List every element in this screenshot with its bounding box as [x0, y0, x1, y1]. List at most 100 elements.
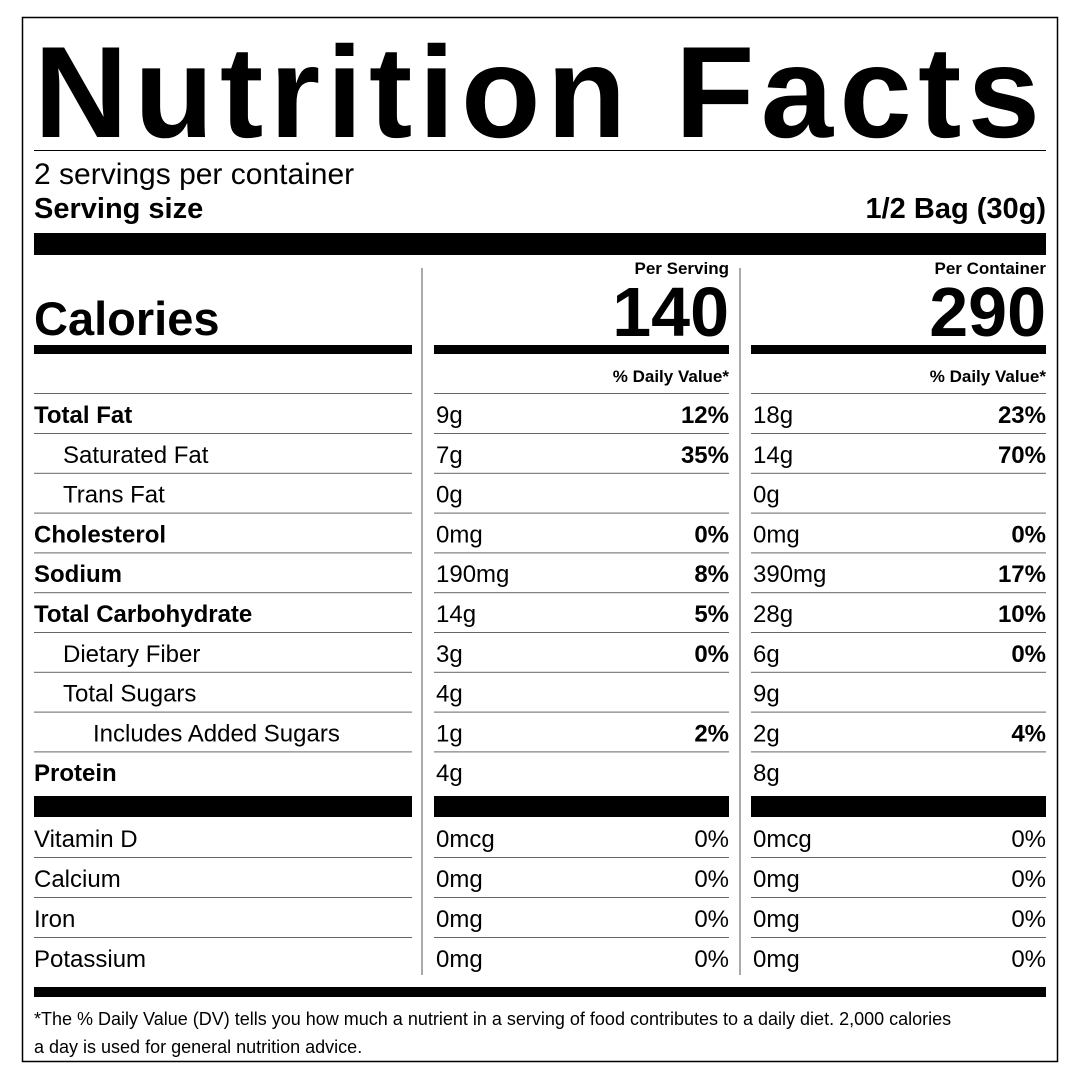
row-rule — [434, 671, 729, 673]
nutrient-amount: 9g — [753, 681, 780, 708]
nutrient-name: Dietary Fiber — [63, 641, 200, 668]
row-rule — [751, 552, 1046, 554]
vitamin-amount: 0mcg — [753, 826, 812, 853]
dv-heading: % Daily Value* — [613, 367, 730, 386]
thick-bar — [434, 796, 729, 817]
vitamin-amount: 0mg — [436, 906, 483, 933]
vitamin-name: Iron — [34, 906, 75, 933]
nutrient-name: Includes Added Sugars — [93, 720, 340, 747]
nutrient-amount: 2g — [753, 720, 780, 747]
nutrient-amount: 3g — [436, 641, 463, 668]
calories-bar — [751, 345, 1046, 354]
servings: 2 servings per container — [34, 158, 354, 191]
thick-bar — [751, 796, 1046, 817]
row-rule — [434, 552, 729, 554]
vitamin-amount: 0mg — [753, 866, 800, 893]
label-border — [21, 16, 1059, 1063]
nutrient-name: Cholesterol — [34, 521, 166, 548]
nutrient-amount: 390mg — [753, 561, 826, 588]
nutrient-name: Trans Fat — [63, 482, 165, 509]
row-rule — [34, 592, 412, 594]
row-rule — [34, 472, 412, 474]
vitamin-name: Vitamin D — [34, 826, 138, 853]
nutrient-amount: 6g — [753, 641, 780, 668]
nutrient-dv: 23% — [998, 402, 1046, 429]
vitamin-amount: 0mg — [436, 946, 483, 973]
row-rule — [434, 512, 729, 514]
nutrient-amount: 4g — [436, 681, 463, 708]
row-rule — [434, 897, 729, 898]
row-rule — [34, 393, 412, 394]
row-rule — [751, 393, 1046, 394]
footnote: *The % Daily Value (DV) tells you how mu… — [34, 1009, 951, 1029]
nutrient-amount: 18g — [753, 402, 793, 429]
nutrient-name: Saturated Fat — [63, 442, 209, 469]
row-rule — [751, 751, 1046, 753]
column-heading: Per Serving — [635, 259, 730, 278]
nutrient-dv: 35% — [681, 442, 729, 469]
vitamin-amount: 0mcg — [436, 826, 495, 853]
row-rule — [751, 472, 1046, 474]
nutrient-amount: 4g — [436, 760, 463, 787]
nutrient-dv: 0% — [694, 521, 729, 548]
column-heading: Per Container — [935, 259, 1047, 278]
nutrient-amount: 8g — [753, 760, 780, 787]
row-rule — [34, 857, 412, 858]
row-rule — [34, 671, 412, 673]
nutrient-name: Protein — [34, 760, 117, 787]
nutrient-dv: 2% — [694, 720, 729, 747]
vitamin-name: Calcium — [34, 866, 121, 893]
nutrient-amount: 0g — [753, 482, 780, 509]
column-divider — [739, 268, 741, 975]
row-rule — [751, 711, 1046, 713]
column-divider — [421, 268, 423, 975]
row-rule — [751, 433, 1046, 434]
thick-bar — [34, 796, 412, 817]
nutrient-amount: 7g — [436, 442, 463, 469]
vitamin-dv: 0% — [694, 906, 729, 933]
nutrient-amount: 14g — [753, 442, 793, 469]
nutrient-dv: 17% — [998, 561, 1046, 588]
nutrient-name: Total Fat — [34, 402, 132, 429]
serving-size-label: Serving size — [34, 193, 203, 225]
vitamin-dv: 0% — [1011, 906, 1046, 933]
row-rule — [751, 671, 1046, 673]
vitamin-dv: 0% — [1011, 826, 1046, 853]
thick-bar — [34, 987, 1046, 997]
row-rule — [34, 897, 412, 898]
row-rule — [434, 632, 729, 633]
nutrient-amount: 9g — [436, 402, 463, 429]
row-rule — [434, 393, 729, 394]
footnote: a day is used for general nutrition advi… — [34, 1037, 362, 1057]
row-rule — [751, 512, 1046, 514]
nutrient-amount: 1g — [436, 720, 463, 747]
row-rule — [751, 857, 1046, 858]
row-rule — [751, 592, 1046, 594]
nutrient-amount: 0mg — [436, 521, 483, 548]
nutrient-amount: 0mg — [753, 521, 800, 548]
nutrient-amount: 190mg — [436, 561, 509, 588]
row-rule — [34, 512, 412, 514]
nutrient-name: Total Sugars — [63, 681, 196, 708]
nutrient-amount: 28g — [753, 601, 793, 628]
calories-bar — [434, 345, 729, 354]
calories-label: Calories — [34, 292, 219, 345]
serving-size: 1/2 Bag (30g) — [866, 193, 1047, 225]
calories-value: 140 — [612, 273, 729, 351]
calories-value: 290 — [929, 273, 1046, 351]
thick-bar — [34, 233, 1046, 255]
vitamin-dv: 0% — [1011, 866, 1046, 893]
vitamin-dv: 0% — [694, 866, 729, 893]
vitamin-dv: 0% — [694, 826, 729, 853]
row-rule — [751, 632, 1046, 633]
nutrient-dv: 0% — [1011, 641, 1046, 668]
row-rule — [434, 857, 729, 858]
nutrient-dv: 8% — [694, 561, 729, 588]
nutrient-dv: 0% — [1011, 521, 1046, 548]
nutrient-amount: 14g — [436, 601, 476, 628]
row-rule — [751, 937, 1046, 938]
row-rule — [751, 897, 1046, 898]
vitamin-amount: 0mg — [753, 946, 800, 973]
